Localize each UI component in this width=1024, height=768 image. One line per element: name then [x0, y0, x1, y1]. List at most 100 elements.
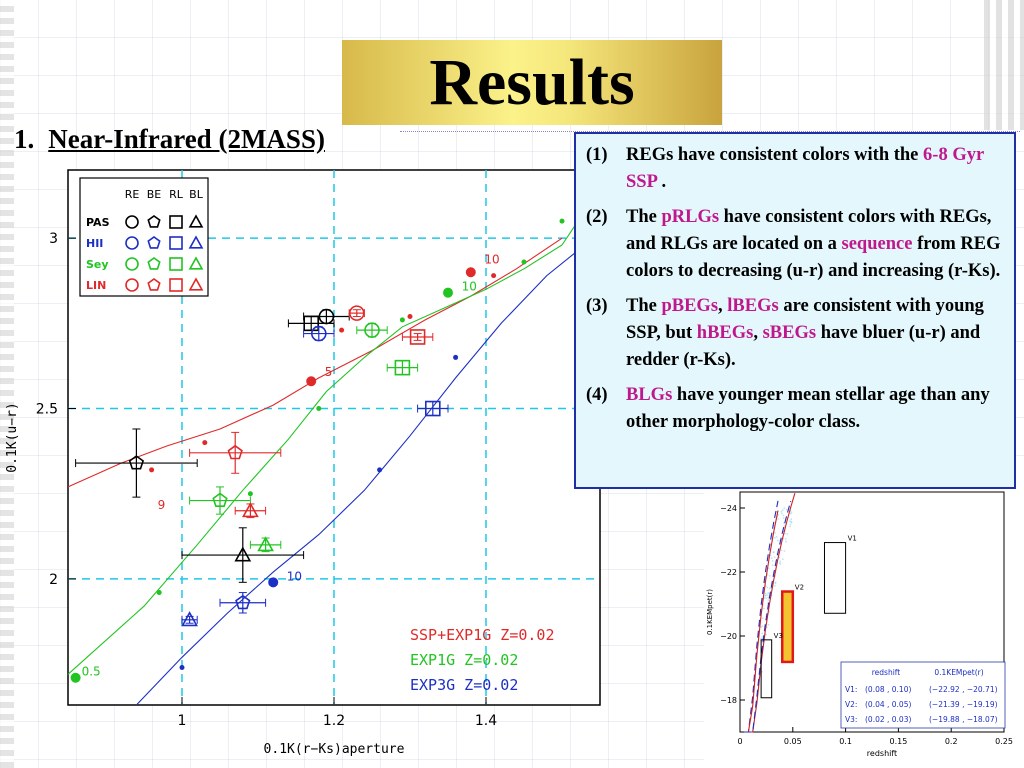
data-point [303, 325, 335, 342]
highlighted-term: pBEGs [661, 296, 719, 316]
triangle-marker [188, 277, 204, 291]
sample-point [768, 574, 771, 577]
model-age-marker [179, 665, 185, 671]
legend-row-label: LIN [86, 279, 106, 292]
sample-point [790, 518, 793, 521]
finding-text-part: . [656, 172, 667, 192]
highlighted-term: lBEGs [727, 296, 779, 316]
sample-point [765, 597, 767, 599]
circle-marker [348, 305, 365, 321]
pentagon-marker [147, 278, 161, 291]
sample-point [789, 520, 792, 522]
sample-point [763, 597, 766, 600]
finding-item: (2) The pRLGs have consistent colors with… [586, 204, 1004, 285]
square-marker [394, 359, 411, 376]
inset-y-axis-label: 0.1KEMpet(r) [706, 589, 714, 635]
pentagon-marker [212, 492, 228, 508]
legend-column-label: BE [147, 188, 162, 201]
section-number: 1. [14, 124, 35, 154]
model-age-marker [306, 376, 317, 387]
inset-frame [739, 491, 1005, 733]
sample-point [776, 539, 779, 542]
sample-point [773, 556, 776, 559]
finding-text-part: , [718, 296, 728, 316]
sample-point [766, 594, 769, 596]
model-track [67, 237, 563, 488]
sample-point [774, 536, 776, 539]
model-age-marker [70, 672, 81, 683]
pentagon-marker [147, 236, 161, 249]
square-marker [169, 257, 183, 271]
highlighted-term: pRLGs [661, 207, 720, 227]
table-row-name: V2: [845, 700, 857, 709]
triangle-marker [188, 256, 204, 270]
finding-text-part: have younger mean stellar age than any o… [626, 385, 990, 432]
pentagon-marker [227, 444, 243, 460]
sample-point [771, 559, 774, 562]
highlighted-term: hBEGs [696, 323, 754, 343]
circle-marker [310, 325, 327, 342]
sample-point [766, 586, 769, 589]
sample-point [774, 531, 776, 534]
data-point [181, 611, 198, 627]
data-point [75, 428, 198, 498]
inset-y-tick-label: −20 [720, 632, 737, 641]
right-decor-strip [984, 0, 1024, 130]
y-tick-label: 2.5 [36, 402, 58, 418]
model-age-marker [443, 287, 453, 298]
sample-point [783, 524, 786, 527]
legend-box [79, 177, 209, 297]
x-tick-label: 1 [178, 713, 187, 729]
sample-point [761, 625, 764, 628]
sample-point [790, 521, 793, 523]
table-row-redshift: (0.08 , 0.10) [865, 685, 911, 694]
age-label: 10 [287, 569, 302, 583]
color-color-plot: 1 1.2 1.4 2 2.5 3 0.1K(r−Ks)aperture 0.1K(u−r) 1… [5, 169, 601, 757]
sample-point [782, 514, 785, 517]
finding-number: (1) [586, 145, 608, 165]
inset-x-tick-label: 0.05 [784, 737, 802, 746]
square-marker [303, 315, 320, 332]
data-point [417, 400, 449, 417]
finding-number: (3) [586, 296, 608, 316]
sample-point [786, 533, 789, 535]
volume-label: V1 [848, 535, 857, 543]
title-divider [400, 131, 1020, 132]
finding-text-part: from REG colors to decreasing (u-r) and … [626, 234, 1001, 281]
findings-list: (1) REGs have consistent colors with the … [586, 142, 1004, 436]
finding-item: (1) REGs have consistent colors with the … [586, 142, 1004, 196]
y-tick-label: 2 [49, 572, 58, 588]
circle-marker [125, 257, 139, 271]
sample-point [784, 532, 787, 535]
finding-text-part: are consistent with young SSP, but [626, 296, 984, 343]
volume-label: V3 [774, 632, 783, 640]
finding-number: (4) [586, 385, 608, 405]
legend-column-label: RL [169, 188, 184, 201]
circle-marker [364, 322, 380, 338]
magnitude-redshift-plot: 0 0.05 0.1 0.15 0.2 0.25 −18 −20 −22 −24 redshift 0… [704, 486, 1024, 768]
table-row-magnitude: (−22.92 , −20.71) [929, 685, 998, 694]
highlighted-term: sequence [841, 234, 913, 254]
slide-title: Results [429, 45, 635, 119]
model-age-marker [453, 354, 459, 360]
model-age-marker [202, 440, 208, 446]
model-age-marker [316, 406, 322, 412]
legend-row-label: Sey [86, 258, 109, 271]
triangle-marker [257, 536, 274, 552]
model-age-marker [407, 314, 413, 320]
finding-text-part: have bluer (u-r) and redder (r-Ks). [626, 323, 981, 370]
left-decor-strip [0, 0, 14, 768]
model-age-marker [268, 577, 279, 588]
finding-text: REGs have consistent colors with the 6-8… [626, 142, 1004, 196]
triangle-marker [181, 611, 198, 627]
sample-point [789, 523, 792, 526]
model-age-marker [149, 467, 155, 473]
legend-row-label: PAS [86, 216, 110, 229]
sample-point [789, 512, 792, 515]
model-legend-label: SSP+EXP1G Z=0.02 [410, 626, 555, 644]
age-label: 0.5 [82, 665, 101, 679]
model-age-marker [559, 218, 565, 224]
sample-point [789, 525, 791, 528]
data-point [401, 329, 434, 345]
finding-text: BLGs have younger mean stellar age than … [626, 382, 1004, 436]
